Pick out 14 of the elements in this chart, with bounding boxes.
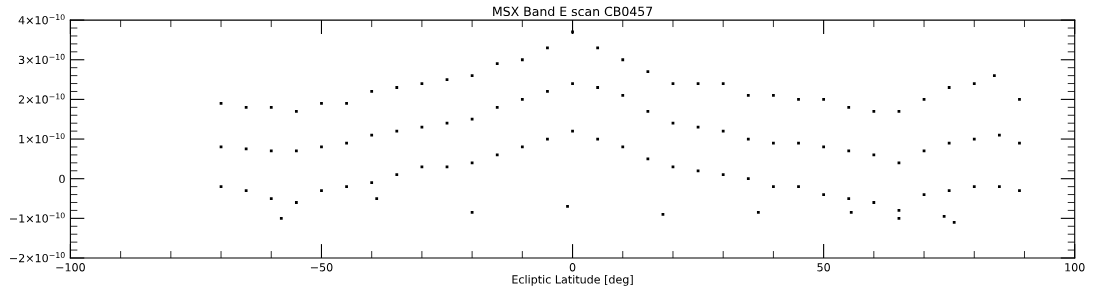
x-tick-label: 100 [1065,263,1085,272]
x-axis-title: Ecliptic Latitude [deg] [512,275,633,286]
chart-title: MSX Band E scan CB0457 [493,6,653,17]
y-tick-label: 1×10$^{−10}$ [19,133,65,144]
x-tick-label: −50 [310,263,333,272]
y-tick-label: −2×10$^{−10}$ [10,252,65,263]
x-tick-label: 50 [817,263,830,272]
y-tick-label: 4×10$^{−10}$ [18,14,65,25]
y-tick-label: 3×10$^{−10}$ [18,53,65,65]
x-tick-label: 0 [569,263,576,272]
x-tick-label: −100 [56,263,85,272]
y-tick-label: 2×10$^{−10}$ [18,93,65,104]
y-tick-label: 0 [59,174,65,184]
y-tick-label: −1×10$^{−10}$ [10,212,65,223]
